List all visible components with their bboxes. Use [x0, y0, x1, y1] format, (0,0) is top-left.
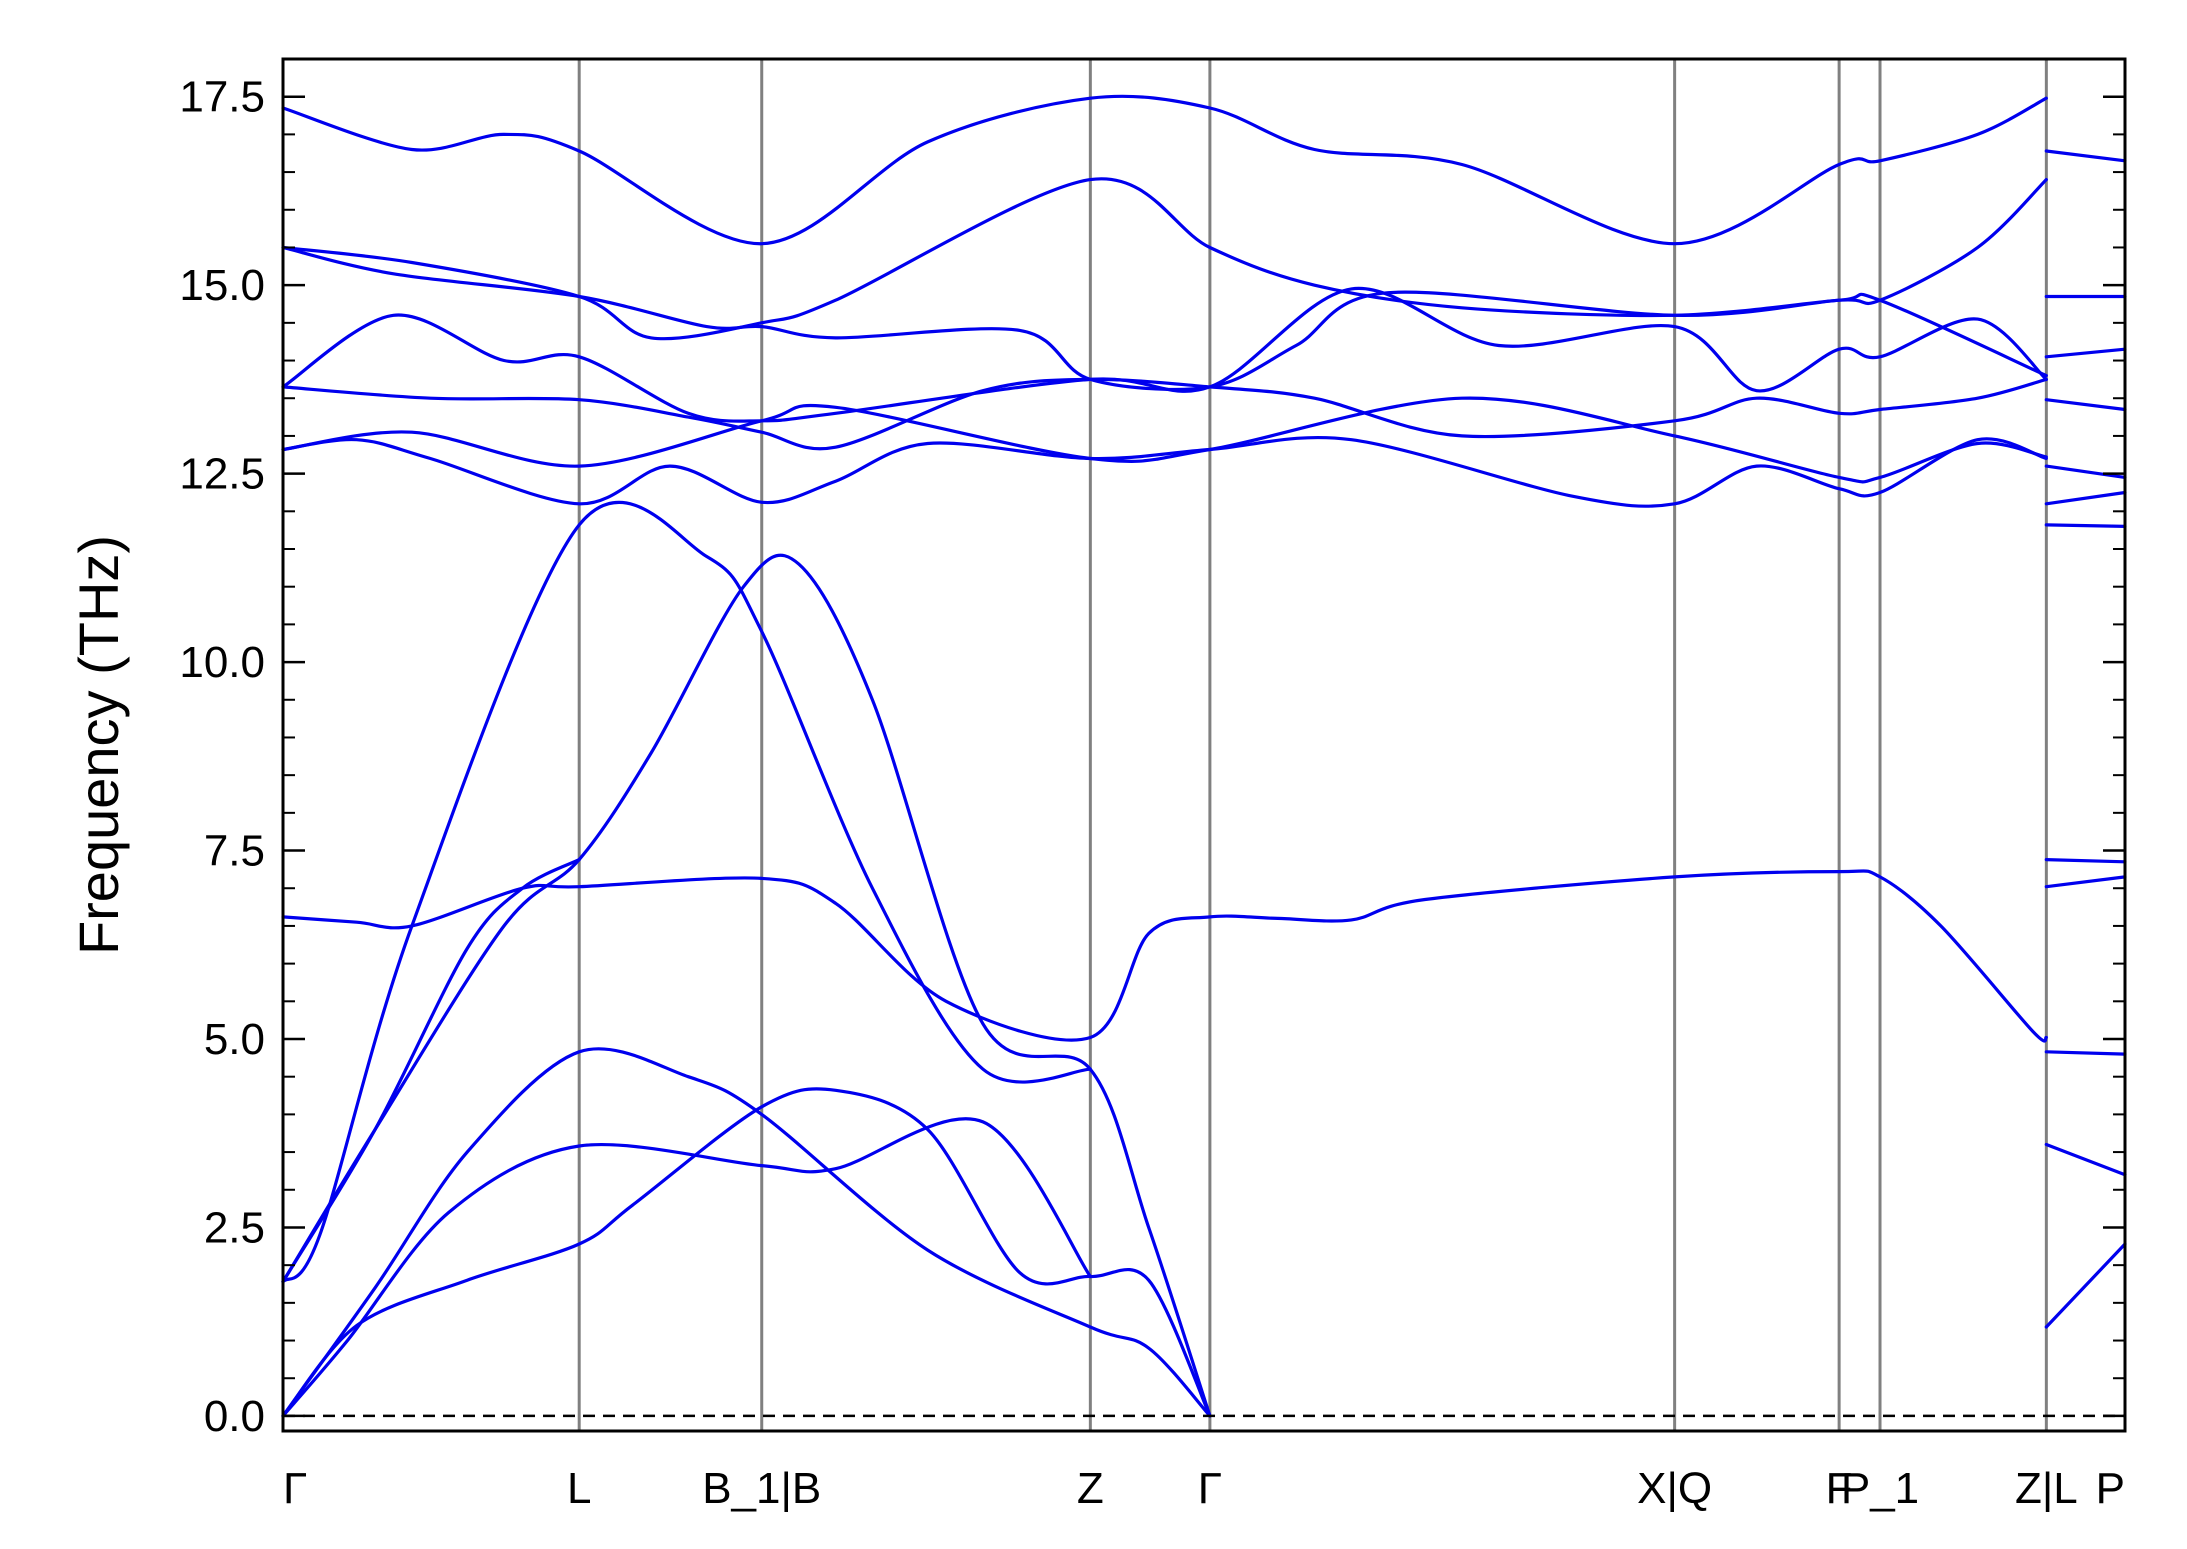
phonon-band-8 [281, 435, 2048, 508]
kpoint-label-2: B_1|B [702, 1464, 821, 1513]
kpoint-lines [577, 59, 2048, 1431]
phonon-band-22 [2044, 464, 2127, 479]
plot-frame [281, 57, 2127, 1433]
phonon-band-18 [2044, 875, 2127, 889]
y-tick-label-6: 15.0 [179, 261, 265, 310]
phonon-band-19 [2044, 858, 2127, 864]
y-tick-label-5: 12.5 [179, 450, 265, 499]
phonon-band-17 [2044, 1050, 2127, 1056]
phonon-band-7 [281, 858, 581, 1284]
y-tick-label-0: 0.0 [204, 1392, 265, 1441]
phonon-band-20 [2044, 523, 2127, 528]
phonon-band-2 [281, 1117, 1092, 1418]
phonon-band-13 [281, 177, 2048, 341]
y-tick-label-3: 7.5 [204, 827, 265, 876]
y-tick-label-2: 5.0 [204, 1015, 265, 1064]
phonon-band-3 [281, 1047, 1212, 1418]
phonon-band-15 [2044, 1242, 2127, 1329]
phonon-band-1 [281, 1087, 1212, 1418]
phonon-band-24 [2044, 347, 2127, 359]
bands [281, 94, 2127, 1418]
phonon-band-4 [281, 553, 1212, 1418]
phonon-band-21 [2044, 490, 2127, 506]
phonon-band-6 [281, 869, 2048, 1043]
phonon-band-5 [281, 500, 1092, 1284]
phonon-band-23 [2044, 398, 2127, 412]
kpoint-label-1: L [567, 1464, 591, 1513]
phonon-band-26 [2044, 149, 2127, 163]
kpoint-label-5: X|Q [1637, 1464, 1712, 1513]
kpoint-label-9: P [2096, 1464, 2125, 1513]
kpoint-label-8: Z|L [2015, 1464, 2078, 1513]
phonon-band-14 [281, 94, 2048, 246]
phonon-band-9 [281, 396, 2048, 484]
kpoint-label-3: Z [1077, 1464, 1104, 1513]
y-axis-title: Frequency (THz) [67, 535, 130, 955]
kpoint-label-6: F [1826, 1464, 1853, 1513]
y-tick-label-1: 2.5 [204, 1203, 265, 1252]
y-tick-label-4: 10.0 [179, 638, 265, 687]
kpoint-label-0: Γ [283, 1464, 307, 1513]
kpoint-label-7: P_1 [1841, 1464, 1919, 1513]
phonon-band-10 [281, 377, 2048, 451]
phonon-band-16 [2044, 1142, 2127, 1177]
y-axis-ticks: 0.0 2.5 5.0 7.5 10.0 12.5 15.0 17.5 [179, 58, 2125, 1441]
y-tick-label-7: 17.5 [179, 73, 265, 122]
kpoint-label-4: Γ [1198, 1464, 1222, 1513]
x-axis-labels: Γ L B_1|B Z Γ X|Q FP_1 Z|L P [283, 1464, 2125, 1513]
